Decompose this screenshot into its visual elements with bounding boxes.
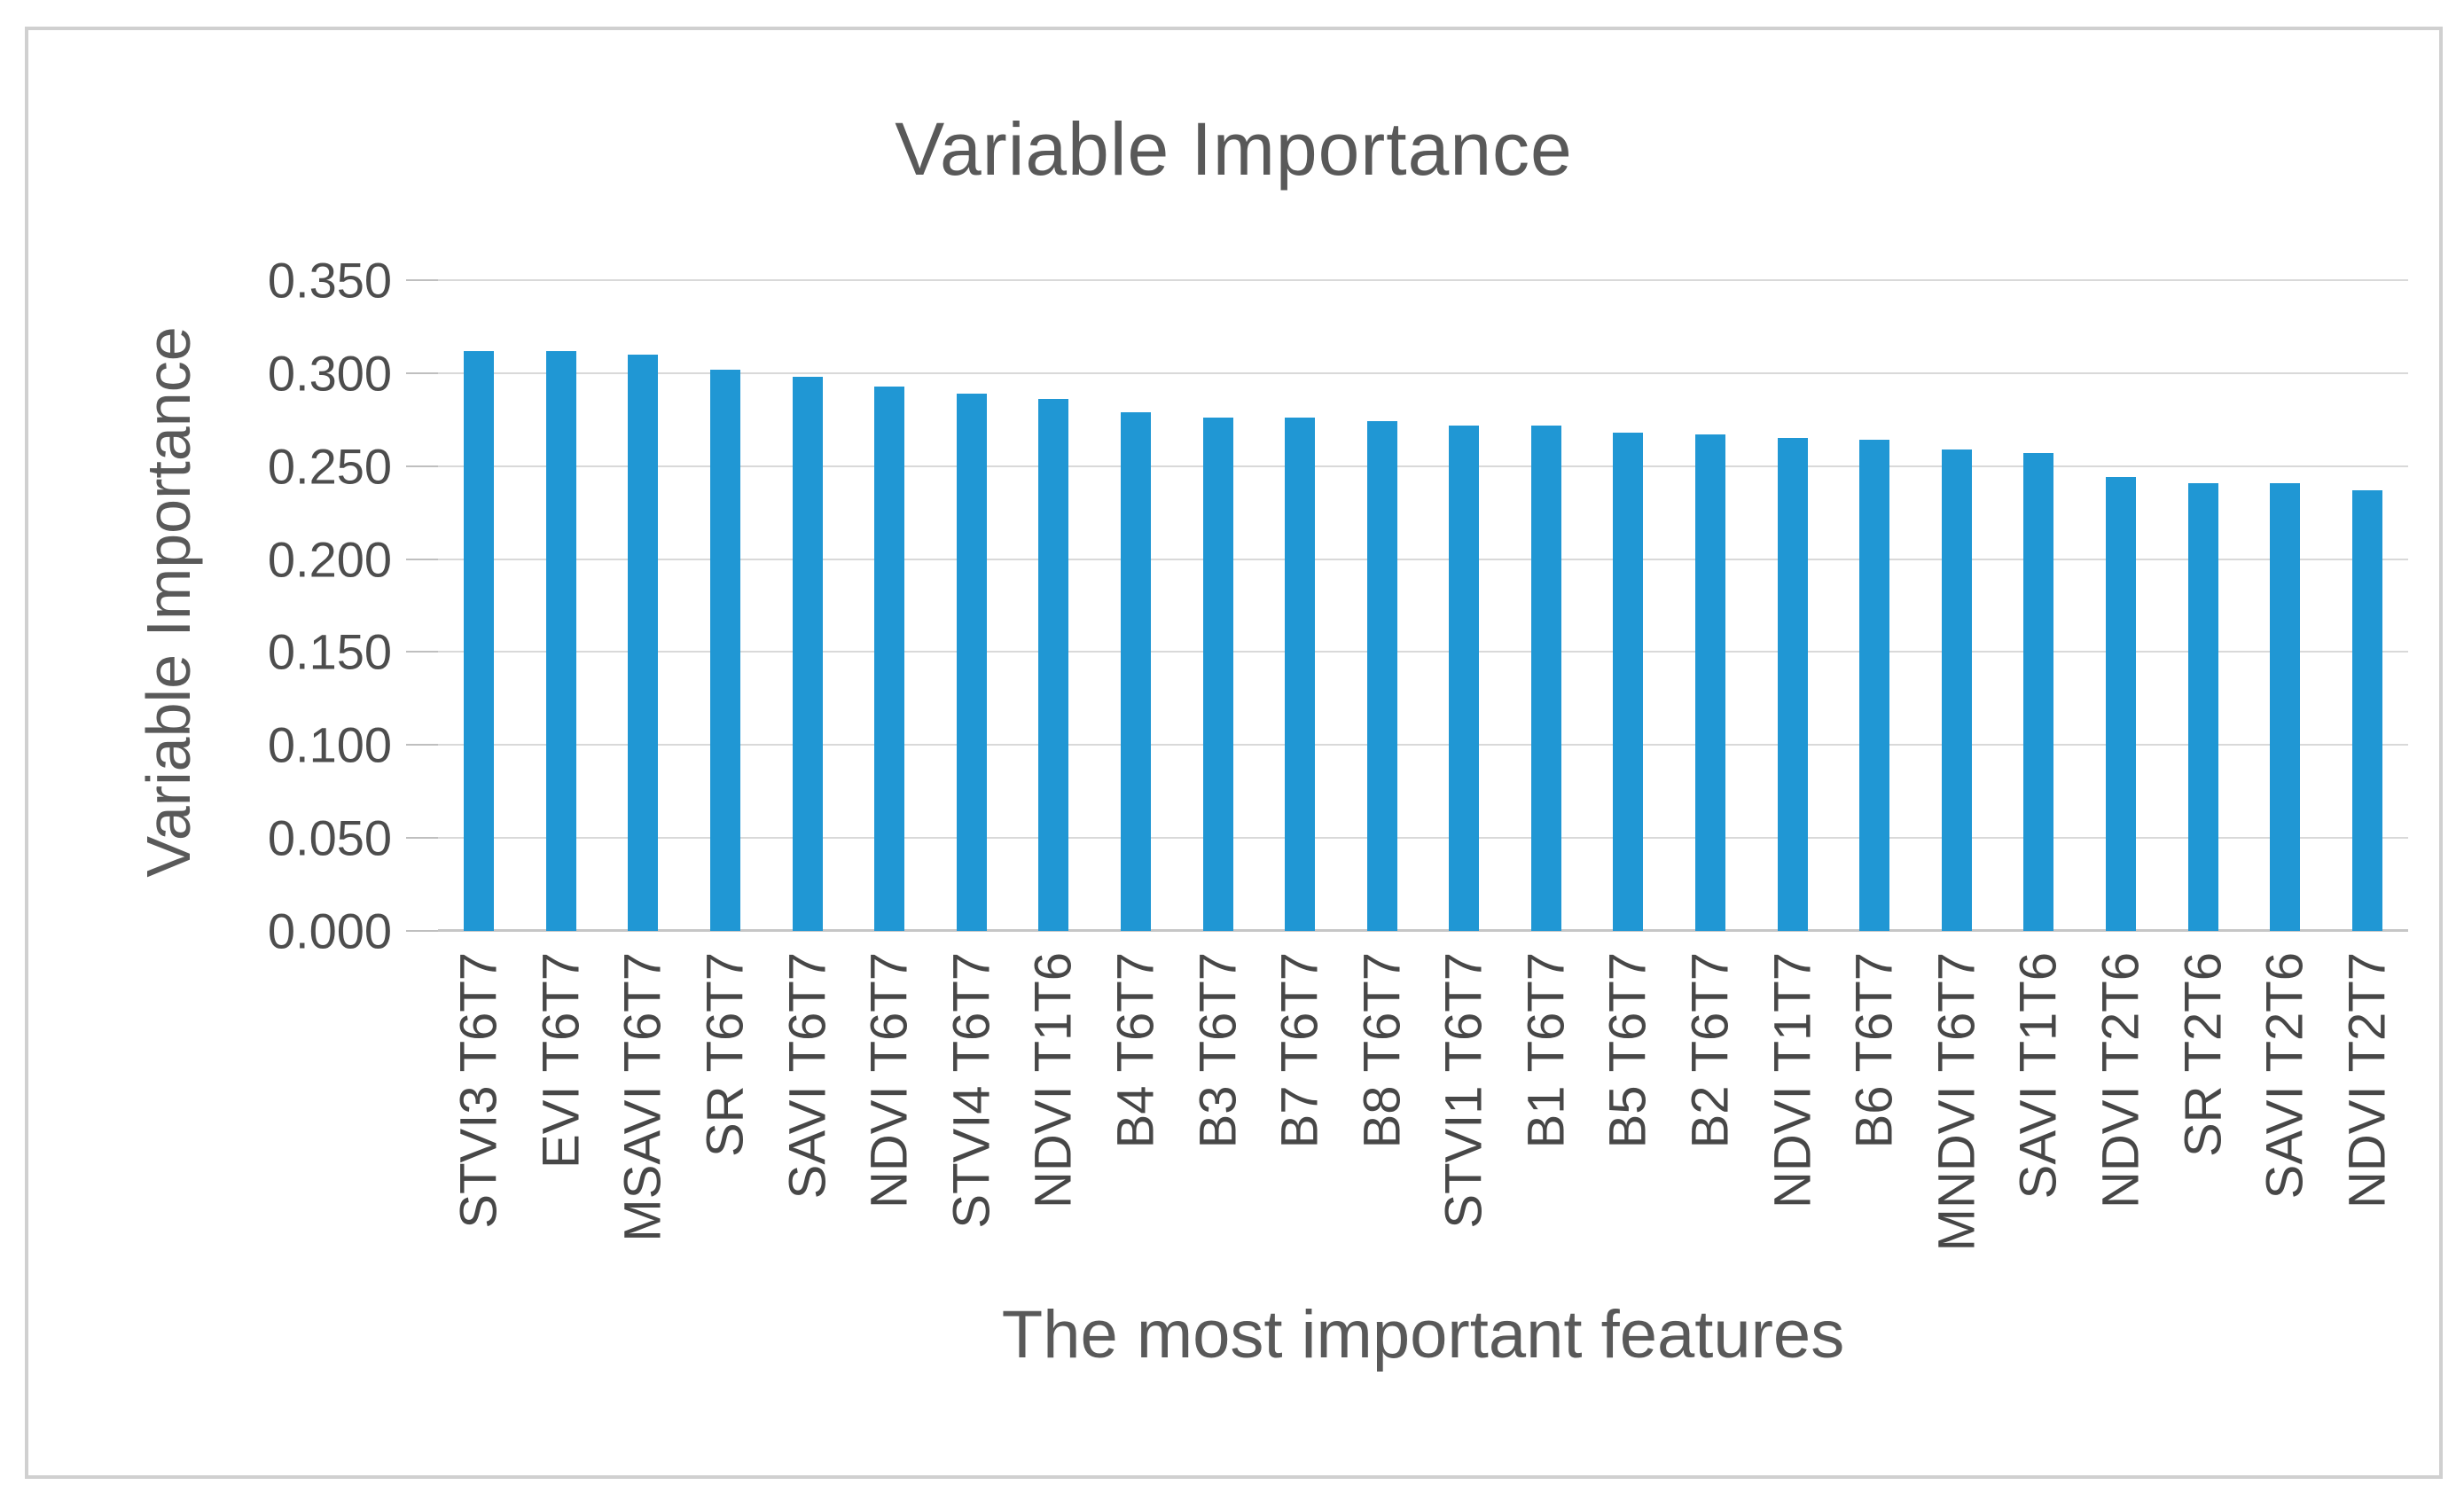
gridline: [438, 651, 2408, 653]
gridline: [438, 744, 2408, 746]
x-tick-label: SAVI T2T6: [2256, 952, 2314, 1200]
bar: [874, 387, 905, 931]
chart-frame: Variable Importance Variable Importance …: [25, 27, 2443, 1479]
bar: [1695, 434, 1726, 931]
y-tick-label: 0.350: [267, 252, 392, 309]
gridline: [438, 465, 2408, 467]
bar: [1859, 440, 1890, 931]
y-tick-label: 0.150: [267, 623, 392, 680]
bar: [2351, 490, 2382, 931]
bar: [1285, 418, 1316, 931]
x-tick-label: SAVI T1T6: [2009, 952, 2068, 1200]
bar: [2187, 483, 2218, 931]
y-axis-title: Variable Importance: [134, 326, 203, 878]
bar: [1202, 418, 1233, 931]
bar: [545, 351, 576, 931]
bar: [1449, 426, 1480, 931]
x-tick-label: B1 T6T7: [1517, 952, 1576, 1149]
bar: [628, 355, 659, 931]
bar: [1530, 426, 1561, 931]
y-tick-label: 0.300: [267, 345, 392, 402]
y-axis-tick: [406, 372, 438, 374]
x-tick-label: NDVI T1T6: [1024, 952, 1083, 1209]
plot-area: 0.350 0.300 0.250 0.200 0.150 0.100 0.050 0.000…: [268, 253, 2408, 1251]
bar: [2270, 483, 2301, 931]
gridline: [438, 279, 2408, 281]
y-axis-tick: [406, 279, 438, 281]
x-tick-label: SAVI T6T7: [778, 952, 837, 1200]
bar: [2105, 477, 2136, 931]
y-tick-label: 0.050: [267, 809, 392, 866]
x-tick-label: B3 T6T7: [1189, 952, 1248, 1149]
gridline: [438, 559, 2408, 560]
bar: [1120, 412, 1151, 931]
gridline: [438, 837, 2408, 839]
chart-title: Variable Importance: [895, 107, 1573, 191]
bar: [1777, 438, 1808, 931]
y-tick-label: 0.250: [267, 438, 392, 495]
x-tick-label: STVI1 T6T7: [1435, 952, 1493, 1229]
x-tick-label: NDVI T2T7: [2338, 952, 2397, 1209]
y-axis-tick: [406, 837, 438, 839]
x-axis-title: The most important features: [1001, 1297, 1845, 1372]
x-tick-label: STVI4 T6T7: [943, 952, 1001, 1229]
x-tick-label: B2 T6T7: [1681, 952, 1740, 1149]
x-tick-label: STVI3 T6T7: [450, 952, 508, 1229]
y-axis-tick: [406, 744, 438, 746]
y-axis-tick: [406, 559, 438, 560]
x-tick-label: NDVI T2T6: [2092, 952, 2150, 1209]
x-axis-line: [438, 929, 2408, 932]
bar: [956, 394, 987, 931]
x-tick-label: B5 T6T7: [1599, 952, 1657, 1149]
bar: [792, 377, 823, 931]
y-axis-tick: [406, 465, 438, 467]
x-tick-label: B8 T6T7: [1353, 952, 1412, 1149]
y-axis-tick: [406, 930, 438, 932]
x-tick-label: MSAVI T6T7: [614, 952, 672, 1242]
bar: [1038, 399, 1069, 931]
bar: [1941, 450, 1972, 931]
bar: [1613, 433, 1644, 931]
y-tick-label: 0.200: [267, 531, 392, 588]
y-axis-tick: [406, 651, 438, 653]
bar: [710, 370, 741, 931]
y-tick-label: 0.100: [267, 716, 392, 773]
x-tick-label: NDVI T1T7: [1764, 952, 1822, 1209]
x-tick-label: NDVI T6T7: [860, 952, 919, 1209]
x-tick-label: B4 T6T7: [1107, 952, 1165, 1149]
x-tick-label: SR T2T6: [2174, 952, 2233, 1158]
x-tick-label: MNDVI T6T7: [1928, 952, 1986, 1252]
bar: [1366, 421, 1397, 931]
gridline: [438, 372, 2408, 374]
x-tick-label: B7 T6T7: [1271, 952, 1329, 1149]
bar: [2023, 453, 2054, 931]
bar: [464, 351, 495, 931]
x-tick-label: SR T6T7: [696, 952, 755, 1158]
x-tick-label: EVI T6T7: [532, 952, 591, 1169]
y-tick-label: 0.000: [267, 903, 392, 959]
x-tick-label: B6 T6T7: [1845, 952, 1904, 1149]
